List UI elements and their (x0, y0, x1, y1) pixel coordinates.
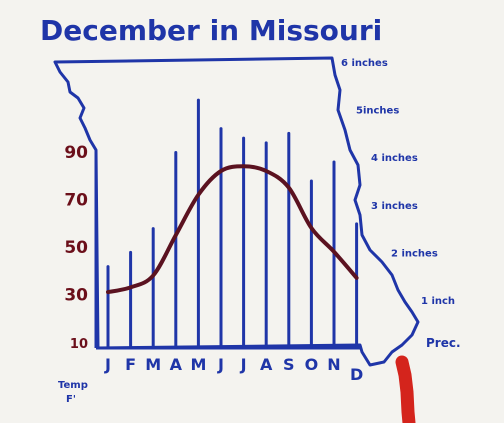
left-tick-label-70: 70 (64, 191, 88, 211)
x-tick-label-10: O (305, 355, 319, 374)
left-axis-label-line2: F' (66, 394, 76, 405)
x-tick-label-5: M (190, 355, 206, 374)
x-tick-label-2: F (125, 355, 136, 374)
chart-title: December in Missouri (40, 14, 382, 47)
left-tick-label-30: 30 (64, 286, 88, 306)
left-tick-label-10: 10 (70, 337, 88, 352)
x-tick-label-1: J (104, 355, 111, 374)
missouri-state-outline (53, 56, 420, 367)
x-tick-label-9: S (283, 355, 295, 374)
x-tick-label-12: D (350, 365, 363, 384)
left-axis-tick-labels: 10 30 50 70 90 (64, 143, 88, 352)
x-tick-labels: J F M A M J J A S O ND (104, 355, 363, 384)
red-marker-stroke (395, 355, 416, 423)
left-tick-label-90: 90 (64, 143, 88, 163)
temperature-line (106, 164, 359, 295)
x-tick-label-4: A (170, 355, 183, 374)
x-tick-label-6: J (217, 355, 224, 374)
left-tick-label-50: 50 (64, 238, 88, 258)
x-tick-label-11: N (327, 355, 340, 374)
x-tick-label-7: J (240, 355, 247, 374)
right-tick-label-1: 1 inch (421, 296, 455, 307)
x-tick-label-3: M (145, 355, 161, 374)
right-axis-label: Prec. (426, 336, 461, 350)
precipitation-bars (106, 98, 359, 350)
right-axis-tick-labels: 1 inch 2 inches 3 inches 4 inches 5inches 6 i… (341, 58, 455, 307)
right-tick-label-5: 5inches (356, 106, 399, 117)
right-tick-label-3: 3 inches (371, 201, 418, 212)
right-tick-label-2: 2 inches (391, 248, 438, 259)
x-tick-label-8: A (260, 355, 273, 374)
right-tick-label-6: 6 inches (341, 58, 388, 69)
right-tick-label-4: 4 inches (371, 153, 418, 164)
left-axis-label-line1: Temp (58, 380, 88, 391)
